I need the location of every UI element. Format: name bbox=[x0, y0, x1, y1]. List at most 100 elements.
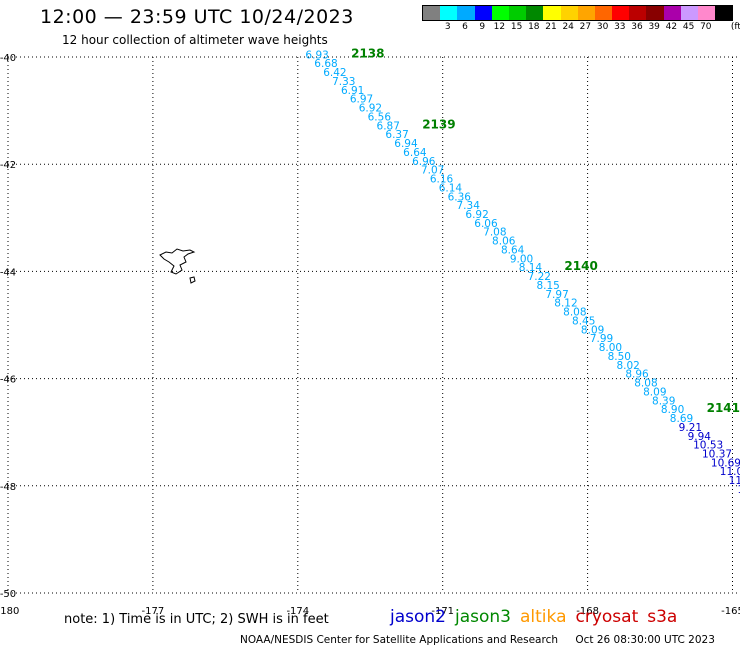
wave-height-label: 6.87 bbox=[377, 120, 400, 132]
color-swatch-9 bbox=[577, 6, 595, 20]
wave-height-label: 8.09 bbox=[581, 324, 604, 336]
lat-tick-label: -42 bbox=[0, 160, 16, 171]
color-swatch-15 bbox=[680, 6, 698, 20]
lat-tick-label: -46 bbox=[0, 375, 16, 386]
wave-height-label: 9.00 bbox=[510, 253, 533, 265]
wave-height-label: 10.69 bbox=[711, 457, 740, 469]
footer-timestamp: Oct 26 08:30:00 UTC 2023 bbox=[575, 634, 715, 646]
wave-height-label: 8.15 bbox=[536, 280, 559, 292]
wave-height-label: 6.92 bbox=[465, 209, 488, 221]
time-label: 2139 bbox=[422, 117, 455, 131]
lat-tick-label: -50 bbox=[0, 589, 16, 600]
satellite-altika: altika bbox=[520, 607, 567, 627]
color-scale-label: 45 bbox=[682, 22, 695, 32]
wave-height-label: 6.94 bbox=[394, 138, 418, 150]
color-swatch-3 bbox=[474, 6, 492, 20]
color-swatch-16 bbox=[698, 6, 716, 20]
lat-tick-label: -48 bbox=[0, 482, 16, 493]
satellite-cryosat: cryosat bbox=[575, 607, 639, 627]
map-axis-labels: -180 -177 -174 -171 -168 -165 -40 -42 -44 -46 -48 -… bbox=[0, 53, 740, 617]
color-swatch-1 bbox=[440, 6, 458, 20]
wave-height-track: 6.936.686.427.336.916.976.926.566.876.37… bbox=[305, 46, 740, 496]
wave-height-label: 6.16 bbox=[430, 174, 454, 186]
chatham-islands-coastline bbox=[159, 248, 196, 284]
footer: NOAA/NESDIS Center for Satellite Applica… bbox=[240, 634, 715, 646]
wave-height-label: 8.64 bbox=[501, 244, 525, 256]
color-swatch-14 bbox=[663, 6, 681, 20]
color-scale-label: 12 bbox=[493, 22, 506, 32]
time-label: 2141 bbox=[707, 401, 740, 415]
lon-tick-label: -180 bbox=[0, 606, 19, 617]
color-swatch-4 bbox=[491, 6, 509, 20]
wave-height-label: 7.97 bbox=[545, 289, 568, 301]
color-scale-label: 39 bbox=[648, 22, 660, 32]
color-swatch-13 bbox=[646, 6, 664, 20]
wave-height-label: 6.68 bbox=[314, 58, 337, 70]
color-scale-label: 6 bbox=[462, 22, 468, 32]
wave-height-label: 6.36 bbox=[448, 191, 472, 203]
wave-height-label: 8.08 bbox=[634, 378, 657, 390]
wave-height-label: 8.08 bbox=[563, 307, 586, 319]
wave-height-label: 9.94 bbox=[688, 431, 712, 443]
lon-tick-label: -165 bbox=[721, 606, 740, 617]
color-scale-bar bbox=[422, 5, 734, 21]
wave-height-label: 8.39 bbox=[652, 395, 675, 407]
color-swatch-8 bbox=[560, 6, 578, 20]
wave-height-label: 7.07 bbox=[421, 165, 444, 177]
color-swatch-2 bbox=[457, 6, 475, 20]
wave-height-label: 6.42 bbox=[323, 67, 346, 79]
color-scale-label: 70 bbox=[700, 22, 712, 32]
map-grid bbox=[7, 56, 740, 594]
wave-height-label: 11.25 bbox=[729, 475, 740, 487]
wave-height-label: 6.93 bbox=[305, 49, 328, 61]
wave-height-label: 10.53 bbox=[693, 440, 723, 452]
satellite-jason2: jason2 bbox=[390, 607, 446, 627]
wave-height-label: 8.90 bbox=[661, 404, 684, 416]
satellite-legend: jason2 jason3 altika cryosat s3a bbox=[390, 607, 686, 627]
color-scale-label: 21 bbox=[545, 22, 557, 32]
wave-height-label: 6.64 bbox=[403, 147, 427, 159]
color-scale-label: 30 bbox=[596, 22, 609, 32]
wave-height-label: 8.14 bbox=[519, 262, 543, 274]
color-swatch-7 bbox=[543, 6, 561, 20]
wave-height-label: 6.14 bbox=[439, 182, 463, 194]
page-subtitle: 12 hour collection of altimeter wave hei… bbox=[62, 33, 328, 47]
wave-height-label: 6.91 bbox=[341, 85, 364, 97]
wave-height-label: 8.45 bbox=[572, 315, 595, 327]
wave-height-label: 8.09 bbox=[643, 386, 666, 398]
lon-tick-label: -177 bbox=[142, 606, 165, 617]
note-text: note: 1) Time is in UTC; 2) SWH is in fe… bbox=[64, 612, 329, 627]
lon-tick-label: -174 bbox=[286, 606, 309, 617]
wave-height-label: 7.33 bbox=[332, 76, 355, 88]
color-scale-label: 42 bbox=[665, 22, 678, 32]
color-swatch-6 bbox=[526, 6, 544, 20]
lat-tick-label: -40 bbox=[0, 53, 16, 64]
lon-tick-label: -171 bbox=[431, 606, 454, 617]
time-label: 2138 bbox=[351, 46, 384, 60]
color-scale-label: 33 bbox=[614, 22, 626, 32]
wave-height-label: 7.99 bbox=[590, 333, 613, 345]
wave-height-label: 6.96 bbox=[412, 156, 436, 168]
lon-tick-label: -168 bbox=[576, 606, 599, 617]
wave-height-label: 6.92 bbox=[359, 103, 382, 115]
satellite-s3a: s3a bbox=[647, 607, 678, 627]
color-swatch-5 bbox=[508, 6, 527, 20]
wave-height-label: 10.53 bbox=[738, 484, 740, 496]
color-scale-label: 18 bbox=[528, 22, 540, 32]
time-label: 2140 bbox=[564, 259, 597, 273]
color-swatch-0 bbox=[423, 6, 441, 20]
wave-height-label: 8.69 bbox=[670, 413, 693, 425]
wave-height-label: 8.02 bbox=[616, 360, 639, 372]
color-scale-label: 9 bbox=[479, 22, 486, 32]
wave-height-label: 9.21 bbox=[679, 422, 702, 434]
color-swatch-10 bbox=[594, 6, 613, 20]
pitt-island-shape bbox=[189, 276, 196, 284]
wave-height-label: 7.22 bbox=[528, 271, 551, 283]
wave-height-label: 8.06 bbox=[492, 236, 516, 248]
page-title: 12:00 — 23:59 UTC 10/24/2023 bbox=[40, 6, 354, 28]
wave-height-label: 11.09 bbox=[720, 466, 740, 478]
color-scale-unit: (ft) bbox=[730, 22, 740, 32]
wave-height-label: 7.34 bbox=[457, 200, 481, 212]
